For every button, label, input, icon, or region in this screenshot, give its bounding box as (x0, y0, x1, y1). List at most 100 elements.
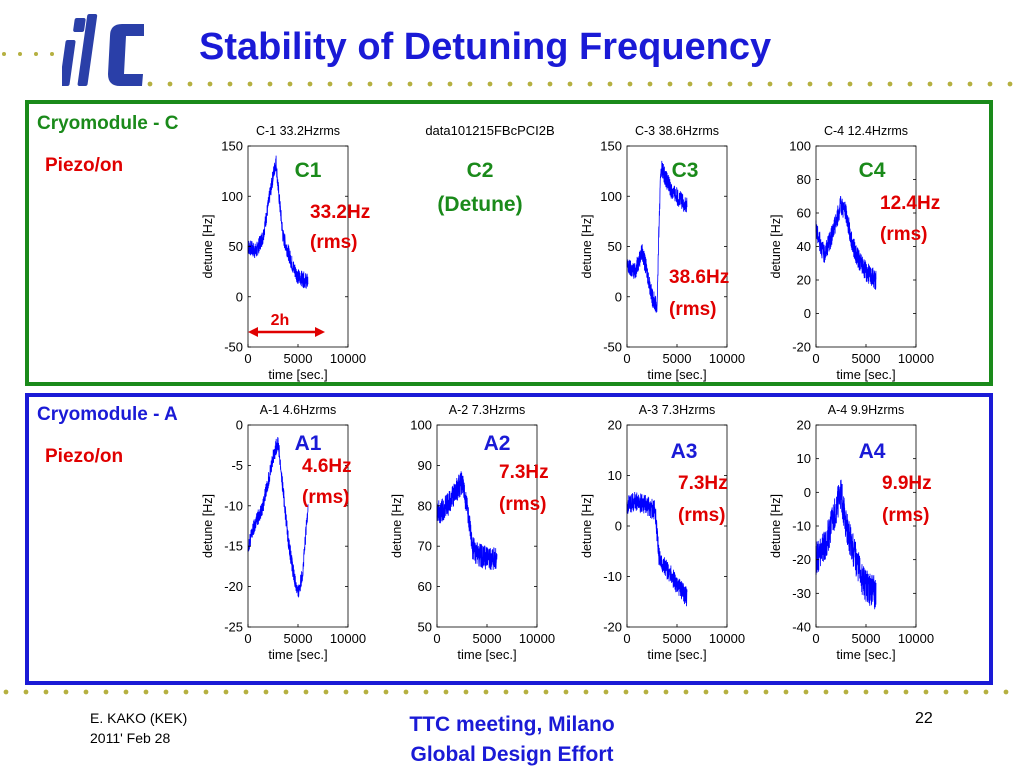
x-tick-label: 0 (433, 631, 440, 646)
y-tick-label: 100 (600, 189, 622, 204)
chart-a4: A-4 9.9Hzrms -40 -30 -20 -10 0 10 20 0 5000 10000t… (769, 403, 934, 662)
y-tick-label: 0 (615, 519, 622, 534)
x-tick-label: 5000 (852, 351, 881, 366)
y-tick-label: 50 (418, 620, 432, 635)
y-tick-label: 80 (797, 172, 811, 187)
x-axis-label: time [sec.] (836, 367, 895, 382)
x-tick-label: 5000 (473, 631, 502, 646)
footer-author: E. KAKO (KEK) 2011' Feb 28 (90, 708, 187, 748)
plot-frame (436, 424, 538, 628)
x-tick-label: 5000 (284, 631, 313, 646)
rms-value: 33.2Hz (310, 202, 370, 223)
page-number: 22 (915, 710, 933, 727)
y-tick-label: 60 (797, 206, 811, 221)
rms-value: 7.3Hz (499, 462, 549, 483)
rms-value: 7.3Hz (678, 473, 728, 494)
plot-title: C-4 12.4Hzrms (824, 124, 908, 138)
y-tick-label: 0 (236, 289, 243, 304)
y-tick-label: 90 (418, 458, 432, 473)
ilc-logo (62, 14, 144, 86)
y-tick-label: 100 (410, 418, 432, 433)
cryomodule-a-frame (25, 393, 993, 685)
rms-value: 12.4Hz (880, 193, 940, 214)
x-tick-label: 0 (812, 631, 819, 646)
rms-unit: (rms) (880, 224, 928, 245)
y-tick-label: -10 (792, 519, 811, 534)
duration-arrowhead-left (248, 327, 258, 337)
y-tick-label: 0 (236, 418, 243, 433)
rms-unit: (rms) (310, 232, 358, 253)
footer-author-name: E. KAKO (KEK) (90, 710, 188, 726)
duration-label: 2h (271, 312, 290, 329)
x-axis-label: time [sec.] (647, 647, 706, 662)
y-tick-label: 20 (797, 418, 811, 433)
y-tick-label: -20 (792, 552, 811, 567)
y-axis-label: detune [Hz] (580, 215, 594, 279)
y-tick-label: 100 (789, 139, 811, 154)
plot-tag: C4 (859, 159, 886, 182)
x-tick-label: 0 (623, 351, 630, 366)
x-tick-label: 5000 (663, 351, 692, 366)
x-tick-label: 10000 (330, 631, 366, 646)
y-axis-label: detune [Hz] (201, 494, 215, 558)
data-file-label: data101215FBcPCI2B (425, 123, 554, 138)
y-tick-label: 60 (418, 579, 432, 594)
rms-unit: (rms) (499, 494, 547, 515)
rms-value: 38.6Hz (669, 267, 729, 288)
x-tick-label: 5000 (663, 631, 692, 646)
x-tick-label: 10000 (709, 351, 745, 366)
plot-title: A-1 4.6Hzrms (260, 403, 336, 417)
y-axis-label: detune [Hz] (201, 215, 215, 279)
y-axis-label: detune [Hz] (769, 494, 783, 558)
detune-trace (626, 160, 688, 313)
c2-note: (Detune) (437, 193, 522, 216)
y-axis-label: detune [Hz] (769, 215, 783, 279)
footer-date: 2011' Feb 28 (90, 730, 171, 746)
y-tick-label: 100 (221, 189, 243, 204)
y-tick-label: 0 (804, 485, 811, 500)
y-axis-label: detune [Hz] (390, 494, 404, 558)
y-tick-label: -40 (792, 620, 811, 635)
footer-meeting-line1: TTC meeting, Milano (409, 713, 615, 736)
footer-meeting-line2: Global Design Effort (410, 743, 614, 766)
x-tick-label: 10000 (898, 631, 934, 646)
plot-tag: C1 (295, 159, 322, 182)
x-axis-label: time [sec.] (268, 367, 327, 382)
y-tick-label: 0 (615, 289, 622, 304)
cryomodule-a-label: Cryomodule - A (37, 404, 178, 425)
plot-title: A-2 7.3Hzrms (449, 403, 525, 417)
chart-a1: A-1 4.6Hzrms -25 -20 -15 -10 -5 0 0 5000 10000tim… (201, 403, 366, 662)
slide-title: Stability of Detuning Frequency (199, 26, 772, 68)
x-tick-label: 0 (812, 351, 819, 366)
plot-title: C-1 33.2Hzrms (256, 124, 340, 138)
rms-value: 9.9Hz (882, 473, 932, 494)
y-tick-label: 50 (229, 239, 243, 254)
rms-value: 4.6Hz (302, 456, 352, 477)
x-tick-label: 10000 (709, 631, 745, 646)
rms-unit: (rms) (669, 299, 717, 320)
y-tick-label: 0 (804, 306, 811, 321)
y-tick-label: 20 (608, 418, 622, 433)
y-tick-label: -30 (792, 586, 811, 601)
dotted-rule-bottom (3, 689, 1009, 695)
x-tick-label: 10000 (330, 351, 366, 366)
plot-tag: A3 (671, 440, 698, 463)
y-tick-label: -20 (603, 620, 622, 635)
plot-tag: C3 (672, 159, 699, 182)
y-tick-label: 40 (797, 239, 811, 254)
duration-annotation: 2h (248, 312, 325, 337)
y-tick-label: 70 (418, 539, 432, 554)
y-tick-label: -50 (224, 340, 243, 355)
plot-tag: A4 (859, 440, 886, 463)
y-tick-label: -10 (603, 569, 622, 584)
y-axis-label: detune [Hz] (580, 494, 594, 558)
x-tick-label: 0 (244, 631, 251, 646)
x-tick-label: 5000 (852, 631, 881, 646)
duration-arrowhead-right (315, 327, 325, 337)
y-tick-label: 80 (418, 498, 432, 513)
y-tick-label: -20 (792, 340, 811, 355)
